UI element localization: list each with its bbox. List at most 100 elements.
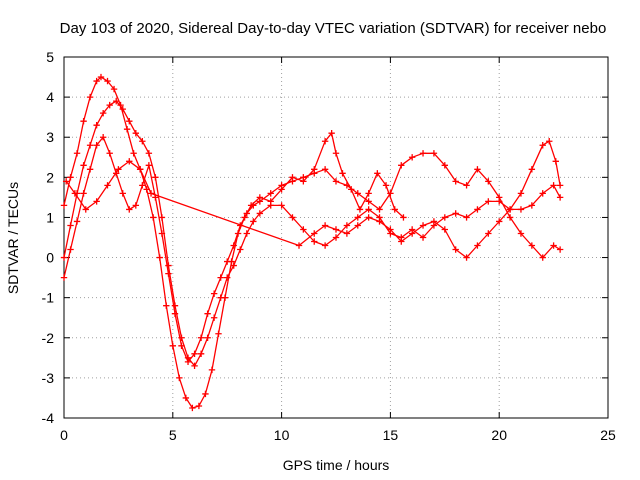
data-point <box>398 162 405 169</box>
data-point <box>210 314 218 321</box>
data-point <box>224 258 231 265</box>
y-tick-label: 3 <box>46 129 54 145</box>
x-tick-label: 15 <box>383 427 399 443</box>
data-point <box>182 394 190 402</box>
data-point <box>517 230 525 237</box>
data-point <box>126 206 133 213</box>
data-point <box>80 190 87 197</box>
data-point <box>176 374 183 382</box>
data-point <box>354 214 361 221</box>
data-point <box>528 166 536 173</box>
data-point <box>136 166 144 173</box>
data-point <box>365 206 372 213</box>
data-point <box>506 206 514 213</box>
data-point <box>356 206 364 213</box>
data-point <box>300 226 307 233</box>
data-point <box>152 174 159 181</box>
data-point <box>217 294 224 301</box>
grid-lines <box>64 57 608 418</box>
data-point <box>332 150 340 157</box>
data-point <box>158 214 166 221</box>
data-point <box>82 206 89 213</box>
y-tick-label: 1 <box>46 209 54 225</box>
plot-frame <box>63 56 609 419</box>
data-point <box>452 178 459 185</box>
data-point <box>80 162 87 169</box>
data-point <box>517 206 525 213</box>
x-tick-label: 5 <box>169 427 177 443</box>
data-point <box>119 190 126 197</box>
series-track-a <box>60 73 407 412</box>
data-point <box>365 198 372 205</box>
data-point <box>237 246 244 253</box>
data-point <box>539 142 546 149</box>
data-point <box>184 358 192 366</box>
data-point <box>311 238 318 245</box>
data-point <box>113 97 120 105</box>
data-point <box>106 101 113 109</box>
data-point <box>376 218 383 225</box>
data-point <box>150 214 157 221</box>
data-point <box>485 198 492 205</box>
x-tick-label: 25 <box>600 427 616 443</box>
data-point <box>99 109 107 117</box>
data-point <box>289 178 296 185</box>
data-point <box>463 214 470 221</box>
data-point <box>230 262 237 269</box>
data-point <box>441 214 448 221</box>
data-point <box>202 390 209 398</box>
data-point <box>99 134 107 141</box>
data-point <box>145 162 153 169</box>
data-point <box>343 230 351 237</box>
data-point <box>550 182 557 189</box>
y-tick-label: -1 <box>42 290 55 306</box>
data-point <box>115 166 122 173</box>
x-tick-label: 20 <box>491 427 507 443</box>
data-point <box>289 214 296 221</box>
data-point <box>189 404 196 412</box>
data-point <box>278 182 285 189</box>
data-point <box>210 290 218 297</box>
data-point <box>539 254 546 261</box>
x-tick-label: 0 <box>60 427 68 443</box>
data-point <box>474 166 481 173</box>
data-point <box>452 210 459 217</box>
data-point <box>343 182 351 189</box>
data-point <box>391 206 398 213</box>
data-point <box>104 182 111 189</box>
data-point <box>441 226 448 233</box>
data-point <box>311 230 318 237</box>
data-point <box>321 222 329 229</box>
data-point <box>550 242 557 249</box>
y-axis-label: SDTVAR / TECUs <box>5 182 21 294</box>
data-point <box>311 170 318 177</box>
data-point <box>71 190 79 197</box>
data-point <box>93 121 100 129</box>
x-axis-label: GPS time / hours <box>283 457 390 473</box>
y-tick-label: -3 <box>42 370 55 386</box>
data-point <box>130 150 137 157</box>
data-point <box>119 105 126 113</box>
data-point <box>556 246 564 253</box>
data-point <box>178 342 185 349</box>
data-point <box>419 222 427 229</box>
data-point <box>321 242 329 249</box>
data-point <box>165 270 172 277</box>
y-tick-label: 5 <box>46 49 54 65</box>
data-point <box>485 230 492 237</box>
data-point <box>243 230 250 237</box>
data-point <box>217 274 224 281</box>
data-point <box>67 246 74 253</box>
y-tick-label: 4 <box>46 89 54 105</box>
data-point <box>365 214 372 221</box>
data-point <box>408 230 416 237</box>
data-point <box>506 214 514 221</box>
data-point <box>382 182 390 189</box>
data-point <box>60 254 68 261</box>
data-point <box>93 142 100 149</box>
data-point <box>332 234 340 241</box>
y-axis: -4 -3 -2 -1 0 1 2 3 4 5 <box>42 49 608 426</box>
plot-area <box>60 73 564 412</box>
data-point <box>485 178 492 185</box>
data-point <box>398 238 405 245</box>
